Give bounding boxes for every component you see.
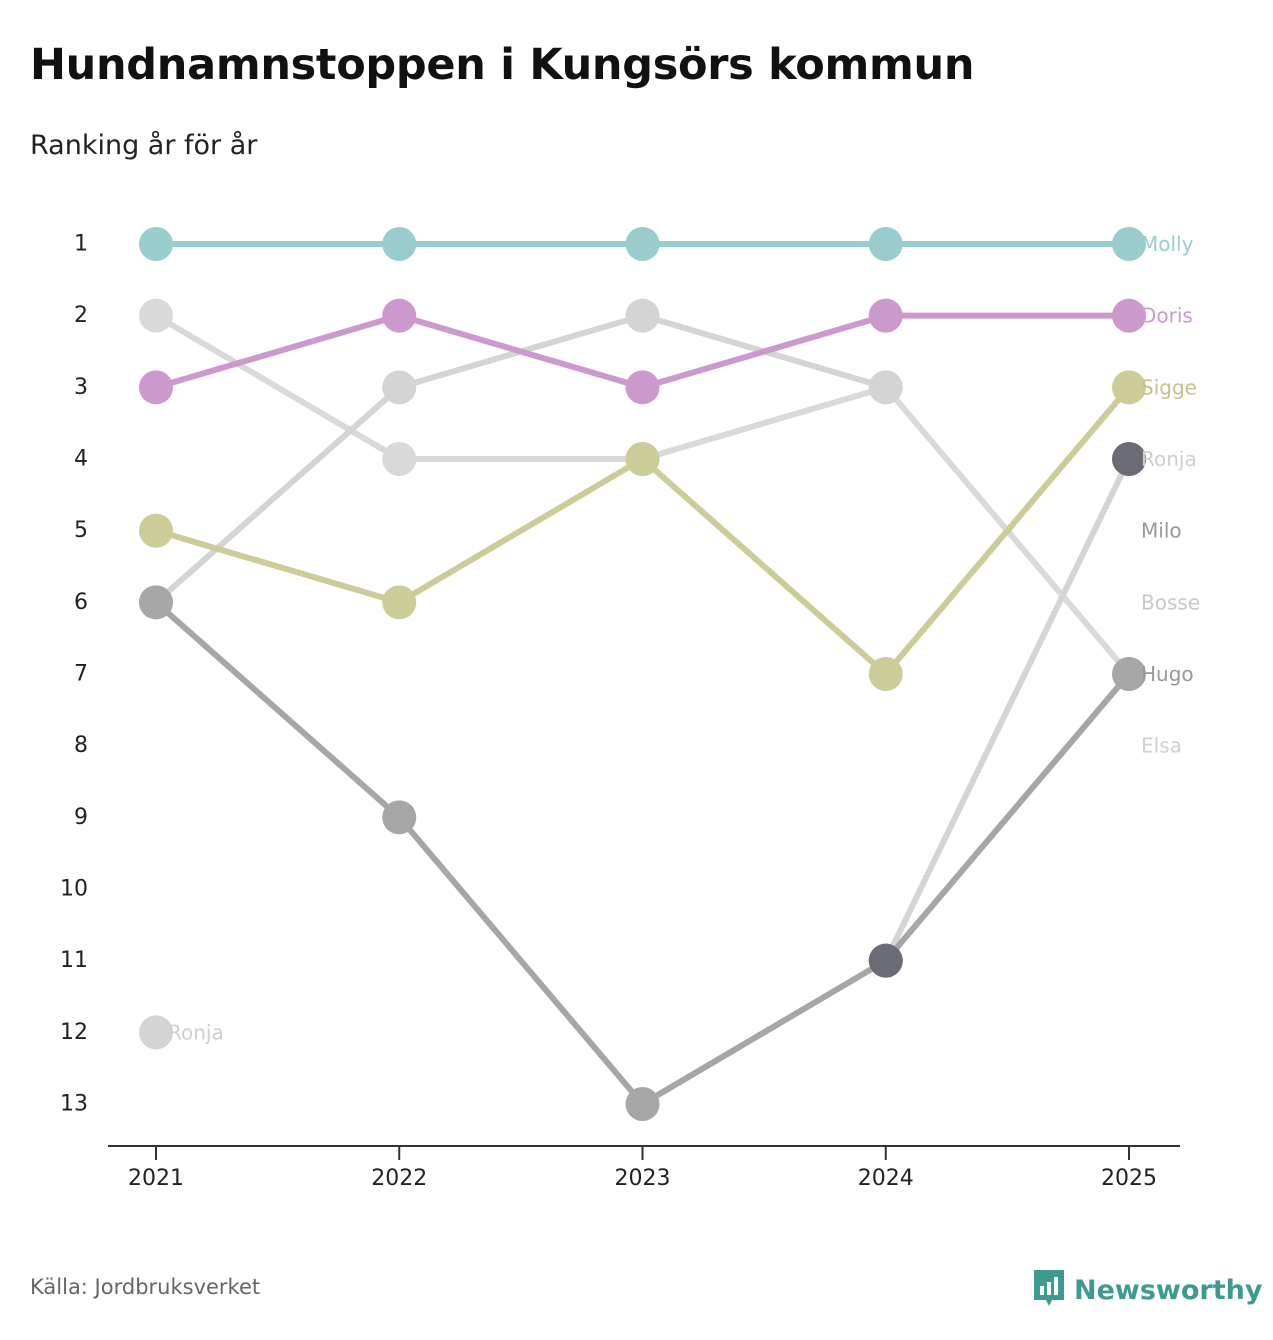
y-tick-label: 5 bbox=[74, 518, 88, 543]
x-tick-label: 2025 bbox=[1101, 1166, 1157, 1191]
highlight-point bbox=[868, 943, 903, 978]
series-points bbox=[139, 227, 1146, 1121]
end-label-elsa: Elsa bbox=[1141, 734, 1182, 758]
chart-subtitle: Ranking år för år bbox=[30, 130, 258, 161]
end-label-bosse: Bosse bbox=[1141, 590, 1200, 614]
series-point-molly bbox=[868, 227, 903, 261]
series-point-hugo bbox=[1112, 657, 1146, 691]
series-point-doris bbox=[868, 298, 903, 333]
source-note: Källa: Jordbruksverket bbox=[30, 1275, 261, 1299]
chart-title: Hundnamnstoppen i Kungsörs kommun bbox=[30, 40, 975, 90]
y-tick-label: 3 bbox=[74, 375, 88, 400]
brand-logo[interactable]: Newsworthy bbox=[1032, 1268, 1262, 1312]
series-point-sigge bbox=[868, 657, 903, 691]
brand-name: Newsworthy bbox=[1074, 1274, 1263, 1306]
series-line-elsa bbox=[153, 312, 1132, 677]
series-point-doris bbox=[139, 370, 173, 405]
y-tick-label: 1 bbox=[74, 232, 88, 257]
y-tick-label: 7 bbox=[74, 662, 88, 687]
end-label-molly: Molly bbox=[1141, 232, 1194, 256]
y-tick-label: 13 bbox=[60, 1092, 88, 1117]
series-point-doris bbox=[382, 298, 417, 333]
x-tick-label: 2021 bbox=[128, 1166, 184, 1191]
end-label-sigge: Sigge bbox=[1141, 375, 1197, 399]
y-tick-label: 11 bbox=[60, 948, 88, 973]
x-tick-label: 2024 bbox=[858, 1166, 914, 1191]
y-tick-label: 6 bbox=[74, 590, 88, 615]
y-tick-label: 9 bbox=[74, 805, 88, 830]
y-tick-label: 12 bbox=[60, 1020, 88, 1045]
series-point-sigge bbox=[382, 585, 417, 620]
y-tick-label: 10 bbox=[60, 877, 88, 902]
newsworthy-logo-icon bbox=[1032, 1268, 1066, 1312]
end-label-doris: Doris bbox=[1141, 304, 1193, 328]
series-point-sigge bbox=[139, 513, 173, 548]
x-axis-ticks: 2021 2022 2023 2024 2025 bbox=[128, 1146, 1157, 1191]
series-point-sigge bbox=[625, 442, 660, 476]
series-point-bosse bbox=[625, 298, 660, 333]
series-point-bosse bbox=[868, 370, 903, 405]
x-tick-label: 2023 bbox=[615, 1166, 671, 1191]
start-label-ronja: Ronja bbox=[168, 1020, 224, 1044]
series-point-hugo bbox=[625, 1087, 660, 1121]
series-point-bosse bbox=[382, 370, 417, 405]
series-point-ronja bbox=[139, 1015, 173, 1050]
series-point-hugo bbox=[139, 585, 173, 620]
x-tick-label: 2022 bbox=[371, 1166, 427, 1191]
series-point-elsa bbox=[139, 298, 173, 333]
series-point-elsa bbox=[382, 442, 417, 476]
series-point-molly bbox=[382, 227, 417, 261]
series-point-doris bbox=[625, 370, 660, 405]
series-point-molly bbox=[1112, 227, 1146, 261]
series-point-sigge bbox=[1112, 370, 1146, 405]
series-point-molly bbox=[139, 227, 173, 261]
y-tick-label: 2 bbox=[74, 303, 88, 328]
series-labels: Molly Doris Sigge Ronja Milo Bosse Hugo Elsa Ron… bbox=[168, 232, 1200, 1044]
y-tick-label: 4 bbox=[74, 447, 88, 472]
series-line-sigge bbox=[153, 384, 1132, 677]
end-label-ronja: Ronja bbox=[1141, 447, 1197, 471]
y-tick-label: 8 bbox=[74, 733, 88, 758]
series-point-molly bbox=[625, 227, 660, 261]
end-label-milo: Milo bbox=[1141, 519, 1182, 543]
highlight-point bbox=[1112, 442, 1146, 476]
series-line-ronja bbox=[882, 456, 1132, 964]
end-label-hugo: Hugo bbox=[1141, 662, 1194, 686]
series-line-hugo bbox=[153, 599, 1132, 1107]
series-point-hugo bbox=[382, 800, 417, 835]
series-point-doris bbox=[1112, 298, 1146, 333]
